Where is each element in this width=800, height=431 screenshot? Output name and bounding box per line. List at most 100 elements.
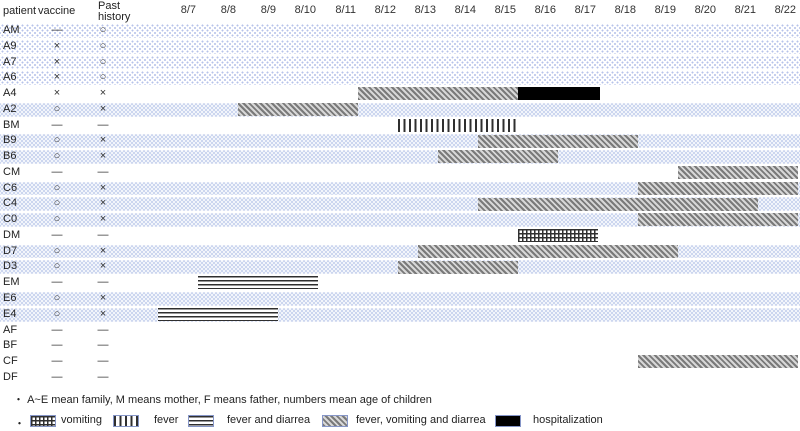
- episode-bar-diagonal: [438, 150, 558, 164]
- vaccine-mark: ○: [53, 197, 61, 210]
- patient-label: CM: [3, 165, 21, 178]
- legend: ・ vomiting fever fever and diarrea fever, v…: [0, 413, 800, 430]
- patient-row-AM: AM — ○: [0, 23, 800, 39]
- past-history-mark: —: [97, 165, 109, 178]
- vaccine-mark: ○: [53, 181, 61, 194]
- episode-bar-diagonal: [358, 87, 518, 101]
- legend-swatch-horizontal_stripes-icon: [188, 415, 214, 427]
- patient-label: AF: [3, 323, 18, 336]
- past-history-mark: ×: [99, 197, 107, 210]
- past-history-mark: —: [97, 323, 109, 336]
- date-tick: 8/11: [335, 4, 356, 16]
- date-tick: 8/10: [294, 4, 316, 16]
- vaccine-mark: —: [51, 276, 63, 289]
- patient-row-EM: EM — —: [0, 275, 800, 292]
- vaccine-mark: ○: [53, 260, 61, 273]
- past-history-mark: ×: [99, 181, 107, 194]
- date-tick: 8/15: [494, 4, 516, 16]
- episode-bar-diagonal: [638, 355, 798, 369]
- footnote: ・ A~E mean family, M means mother, F mea…: [13, 391, 432, 407]
- past-history-mark: ×: [99, 87, 107, 100]
- episode-bar-diagonal: [478, 197, 758, 211]
- vaccine-mark: ×: [53, 71, 61, 84]
- patient-label: CF: [3, 355, 18, 368]
- patient-row-A7: A7 × ○: [0, 54, 800, 71]
- patient-label: EM: [3, 276, 20, 289]
- past-history-mark: ×: [99, 102, 107, 115]
- timeline-header: patient vaccine Past history 8/7 8/8 8/9 8/…: [0, 0, 800, 23]
- past-history-mark: —: [97, 355, 109, 368]
- vaccine-mark: ○: [53, 292, 61, 305]
- patient-row-A6: A6 × ○: [0, 70, 800, 87]
- past-history-mark: ×: [99, 260, 107, 273]
- patient-row-D7: D7 ○ ×: [0, 243, 800, 260]
- date-tick: 8/12: [374, 4, 396, 16]
- patient-row-C6: C6 ○ ×: [0, 180, 800, 197]
- episode-bar-grid: [518, 229, 598, 243]
- vaccine-mark: —: [51, 165, 63, 178]
- patient-label: E6: [3, 292, 17, 305]
- past-history-mark: —: [97, 118, 109, 131]
- patient-row-E6: E6 ○ ×: [0, 291, 800, 307]
- vaccine-mark: ○: [53, 150, 61, 163]
- past-history-mark: ×: [99, 134, 107, 147]
- date-tick: 8/22: [774, 4, 796, 16]
- past-history-mark: —: [97, 228, 109, 241]
- patient-label: DF: [3, 370, 18, 383]
- patient-row-AF: AF — —: [0, 322, 800, 339]
- patient-label: AM: [3, 24, 20, 36]
- patient-label: A9: [3, 39, 17, 52]
- patient-label: BF: [3, 339, 18, 352]
- column-header-patient: patient: [3, 5, 37, 17]
- episode-bar-diagonal: [418, 244, 678, 258]
- vaccine-mark: —: [51, 228, 63, 241]
- patient-row-C0: C0 ○ ×: [0, 212, 800, 228]
- column-header-past: Past: [98, 0, 121, 12]
- vaccine-mark: —: [51, 355, 63, 368]
- patient-label: C6: [3, 181, 18, 194]
- vaccine-mark: ○: [53, 213, 61, 226]
- patient-row-DF: DF — —: [0, 369, 800, 386]
- patient-row-BM: BM — —: [0, 117, 800, 134]
- date-tick: 8/14: [454, 4, 476, 16]
- vaccine-mark: ×: [53, 55, 61, 68]
- date-tick: 8/18: [614, 4, 636, 16]
- vaccine-mark: ×: [53, 39, 61, 52]
- patient-label: B6: [3, 150, 17, 163]
- vaccine-mark: —: [51, 24, 63, 36]
- legend-label: vomiting: [61, 414, 102, 426]
- past-history-mark: ×: [99, 150, 107, 163]
- past-history-mark: ○: [99, 71, 107, 84]
- episode-bar-diagonal: [638, 181, 798, 195]
- episode-bar-solid_black: [518, 87, 600, 101]
- date-tick: 8/21: [734, 4, 756, 16]
- date-tick: 8/7: [180, 4, 196, 16]
- vaccine-mark: —: [51, 118, 63, 131]
- patient-label: D7: [3, 244, 18, 257]
- legend-swatch-vertical_stripes-icon: [113, 415, 139, 427]
- legend-bullet-icon: ・: [14, 418, 25, 430]
- legend-swatch-grid-icon: [30, 415, 56, 427]
- patient-row-BF: BF — —: [0, 338, 800, 355]
- column-header-vaccine: vaccine: [38, 5, 76, 17]
- patient-row-CM: CM — —: [0, 164, 800, 181]
- episode-bar-horizontal_stripes: [158, 307, 278, 321]
- patient-row-C4: C4 ○ ×: [0, 196, 800, 213]
- patient-row-DM: DM — —: [0, 227, 800, 244]
- episode-bar-diagonal: [638, 213, 798, 227]
- date-tick: 8/19: [654, 4, 676, 16]
- past-history-mark: —: [97, 370, 109, 383]
- patient-label: C4: [3, 197, 18, 210]
- vaccine-mark: ○: [53, 134, 61, 147]
- date-tick: 8/8: [220, 4, 236, 16]
- vaccine-mark: ○: [53, 307, 61, 320]
- date-tick: 8/20: [694, 4, 716, 16]
- patient-row-D3: D3 ○ ×: [0, 259, 800, 276]
- patient-label: A7: [3, 55, 17, 68]
- past-history-mark: ×: [99, 307, 107, 320]
- episode-bar-diagonal: [238, 103, 358, 117]
- vaccine-mark: —: [51, 370, 63, 383]
- past-history-mark: ○: [99, 39, 107, 52]
- rows: AM — ○ A9 × ○ A7 × ○ A6 × ○ A4 × × A2 ○ × BM — — B9 ○ × B6 ○ × CM — —…: [0, 23, 800, 386]
- patient-label: A6: [3, 71, 17, 84]
